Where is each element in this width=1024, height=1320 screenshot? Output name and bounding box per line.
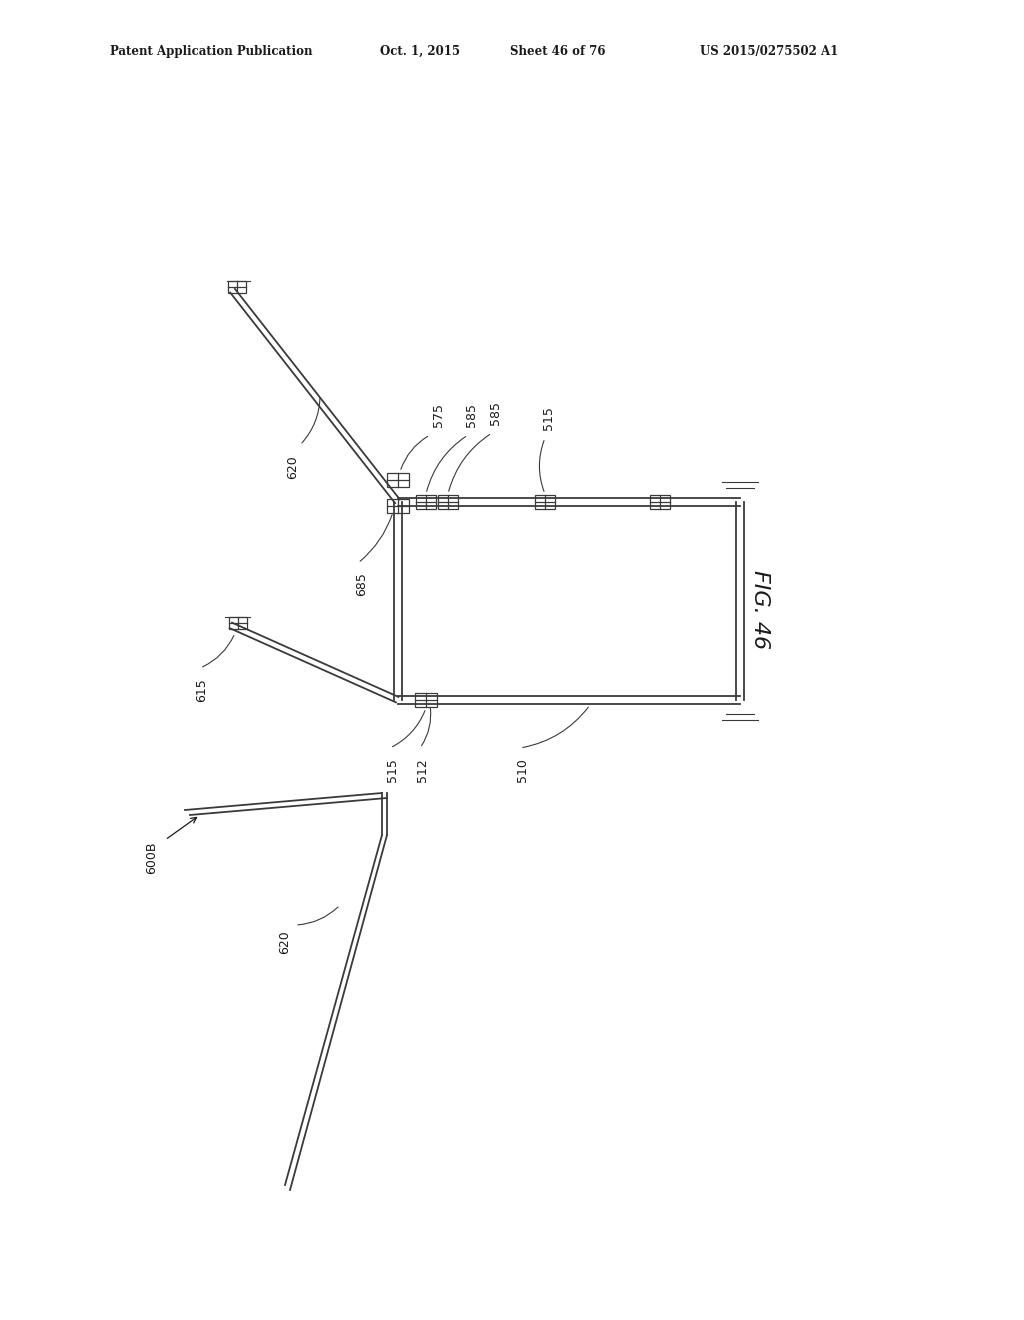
Text: 585: 585 (489, 401, 502, 425)
Text: 615: 615 (195, 678, 208, 702)
Bar (387, 473, 409, 487)
Bar (416, 495, 436, 510)
Text: 510: 510 (516, 758, 529, 781)
Text: Oct. 1, 2015: Oct. 1, 2015 (380, 45, 460, 58)
Bar (415, 693, 437, 708)
Text: 685: 685 (355, 572, 368, 595)
Text: US 2015/0275502 A1: US 2015/0275502 A1 (700, 45, 839, 58)
Text: 620: 620 (286, 455, 299, 479)
Text: Patent Application Publication: Patent Application Publication (110, 45, 312, 58)
Text: 585: 585 (465, 403, 478, 426)
Text: 620: 620 (278, 931, 291, 954)
Text: 512: 512 (416, 758, 429, 781)
Text: Sheet 46 of 76: Sheet 46 of 76 (510, 45, 605, 58)
Bar (228, 281, 246, 293)
Text: 515: 515 (386, 758, 399, 781)
Text: 515: 515 (542, 407, 555, 430)
Bar (650, 495, 670, 510)
Bar (535, 495, 555, 510)
Bar (387, 499, 409, 513)
Text: FIG. 46: FIG. 46 (750, 570, 770, 649)
Text: 575: 575 (432, 403, 445, 426)
Text: 600B: 600B (145, 842, 159, 874)
Bar (229, 616, 247, 630)
Bar (438, 495, 458, 510)
